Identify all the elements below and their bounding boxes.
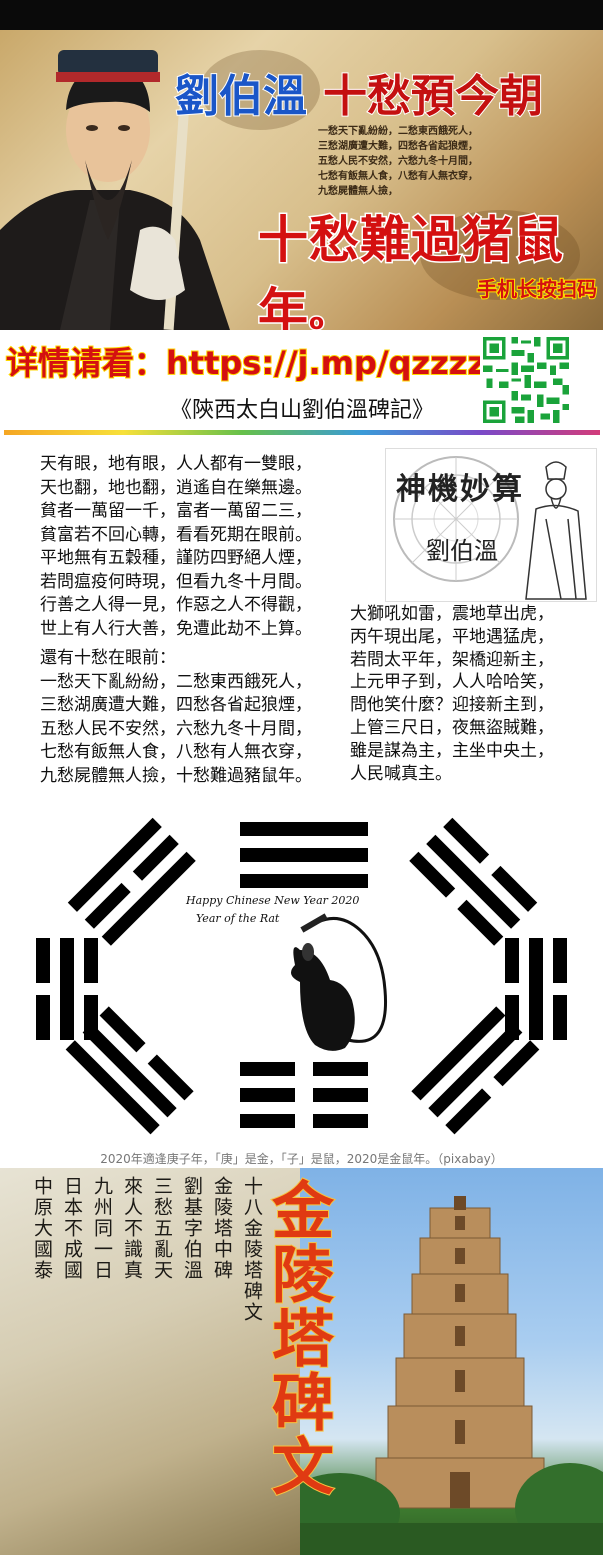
poem-line: 七愁有飯無人食，八愁有人無衣穿， — [40, 742, 312, 762]
poem-line: 雖是謀為主，主坐中央土， — [350, 740, 554, 761]
image-caption: 2020年適逢庚子年，「庚」是金，「子」是鼠，2020是金鼠年。（pixabay… — [100, 1152, 503, 1166]
poem-line: 九愁屍體無人撿，十愁難過豬鼠年。 — [40, 765, 312, 786]
banner-title: 劉伯溫 十愁預今朝 — [174, 60, 544, 124]
banner-main-slogan: 十愁難過猪鼠年o — [257, 200, 603, 331]
manuscript-image: 十八金陵塔碑文 金陵塔中碑 劉基字伯溫 三愁五亂天 來人不識真 九州同一日 日本… — [0, 1168, 300, 1555]
jinling-title: 金陵塔碑文 — [260, 1177, 335, 1499]
detail-link[interactable]: https://j.mp/qzzzzz — [165, 343, 506, 383]
scan-hint: 手机长按扫码 — [476, 276, 598, 302]
header-banner: 劉伯溫 十愁預今朝 一愁天下亂紛紛，二愁東西餓死人， 三愁湖廣遭大難，四愁各省起狼… — [0, 30, 603, 330]
poem-line: 一愁天下亂紛紛，二愁東西餓死人， — [40, 671, 312, 692]
manuscript-column: 日本不成國 — [61, 1176, 83, 1281]
trigram-top — [240, 822, 368, 888]
manuscript-column: 三愁五亂天 — [151, 1176, 173, 1281]
banner-poem-line: 五愁人民不安然，六愁九冬十月間， — [318, 156, 478, 167]
trigram-top-right — [409, 817, 538, 946]
banner-poem-line: 九愁屍體無人撿， — [318, 186, 398, 197]
poem-line: 還有十愁在眼前： — [40, 648, 176, 668]
page-title: 《陝西太白山劉伯溫碑記》 — [170, 398, 435, 423]
poem-line: 大獅吼如雷，震地草出虎， — [350, 604, 554, 624]
banner-poem-line: 三愁湖廣遭大難，四愁各省起狼煙， — [318, 141, 478, 152]
zodiac-wheel-illustration — [393, 456, 587, 600]
poem-line: 天也翻，地也翻，逍遙自在樂無邊。 — [40, 477, 312, 498]
pagoda-illustration — [280, 1196, 603, 1555]
poem-left: 天有眼，地有眼，人人都有一雙眼， 天也翻，地也翻，逍遙自在樂無邊。 貧者一萬留一… — [40, 453, 312, 788]
pen-icon — [300, 913, 328, 933]
banner-main-suffix: o — [307, 309, 326, 331]
poem-line: 人民喊真主。 — [350, 763, 452, 784]
card-name: 劉伯溫 — [426, 537, 498, 565]
poem-line: 世上有人行大善，免遭此劫不上算。 — [40, 618, 312, 639]
pagoda-photo — [280, 1168, 603, 1555]
manuscript-column: 劉基字伯溫 — [181, 1176, 203, 1281]
poem-line: 若問太平年，架橋迎新主， — [350, 649, 554, 670]
new-year-greeting: Happy Chinese New Year 2020 — [185, 894, 359, 907]
poem-line: 貧富若不回心轉，看看死期在眼前。 — [40, 524, 312, 545]
card-title: 神機妙算 — [396, 472, 524, 507]
banner-headline: 十愁預今朝 — [322, 70, 544, 123]
manuscript-column: 金陵塔中碑 — [211, 1176, 233, 1281]
liu-bowen-portrait — [0, 50, 230, 330]
link-prefix: 详情请看： — [5, 343, 167, 383]
manuscript-column: 中原大國泰 — [31, 1176, 53, 1281]
year-of-rat-label: Year of the Rat — [196, 912, 280, 925]
poem-line: 天有眼，地有眼，人人都有一雙眼， — [40, 454, 312, 474]
manuscript-column: 十八金陵塔碑文 — [241, 1176, 263, 1323]
banner-poem: 一愁天下亂紛紛，二愁東西餓死人， 三愁湖廣遭大難，四愁各省起狼煙， 五愁人民不安… — [318, 124, 598, 199]
banner-poem-line: 一愁天下亂紛紛，二愁東西餓死人， — [318, 126, 478, 137]
banner-main-text: 十愁難過猪鼠年 — [257, 210, 565, 331]
sage-figure — [525, 461, 587, 600]
paper-stain — [420, 210, 580, 300]
bagua-trigrams-illustration: Happy Chinese New Year 2020 Year of the … — [36, 817, 567, 1135]
poem-line: 若問瘟疫何時現，但看九冬十月間。 — [40, 571, 312, 592]
poem-line: 行善之人得一見，作惡之人不得觀， — [40, 595, 312, 615]
poem-line: 問他笑什麼？迎接新主到， — [350, 695, 554, 716]
poem-line: 丙午現出尾，平地遇猛虎， — [350, 626, 554, 647]
poem-line: 上元甲子到，人人哈哈笑， — [350, 672, 554, 693]
trigram-bottom-left — [65, 1006, 194, 1135]
link-row: 详情请看：https://j.mp/qzzzzz — [5, 338, 506, 384]
trigram-left — [36, 938, 98, 1040]
top-black-bar — [0, 0, 603, 30]
rat-icon — [291, 916, 388, 1051]
manuscript-column: 九州同一日 — [91, 1176, 113, 1281]
qr-code[interactable] — [480, 334, 572, 426]
poem-line: 平地無有五穀種，謹防四野絕人煙， — [40, 548, 312, 568]
rainbow-divider — [4, 430, 600, 435]
banner-name: 劉伯溫 — [174, 70, 308, 123]
manuscript-column: 來人不識真 — [121, 1176, 143, 1281]
trigram-top-left — [67, 817, 196, 946]
trigram-bottom-right — [411, 1006, 540, 1135]
shenji-miaosuan-card: 神機妙算 劉伯溫 — [385, 448, 597, 602]
paper-stain — [200, 50, 320, 130]
poem-line: 三愁湖廣遭大難，四愁各省起狼煙， — [40, 695, 312, 715]
poem-line: 貧者一萬留一千，富者一萬留二三， — [40, 501, 312, 521]
trigram-bottom — [240, 1062, 368, 1128]
banner-poem-line: 七愁有飯無人食，八愁有人無衣穿， — [318, 171, 478, 182]
poem-line: 五愁人民不安然，六愁九冬十月間， — [40, 718, 312, 739]
poem-right: 大獅吼如雷，震地草出虎， 丙午現出尾，平地遇猛虎， 若問太平年，架橋迎新主， 上… — [350, 603, 554, 785]
jinling-tower-section: 十八金陵塔碑文 金陵塔中碑 劉基字伯溫 三愁五亂天 來人不識真 九州同一日 日本… — [0, 1168, 603, 1555]
poem-line: 上管三尺日，夜無盜賊難， — [350, 717, 554, 738]
